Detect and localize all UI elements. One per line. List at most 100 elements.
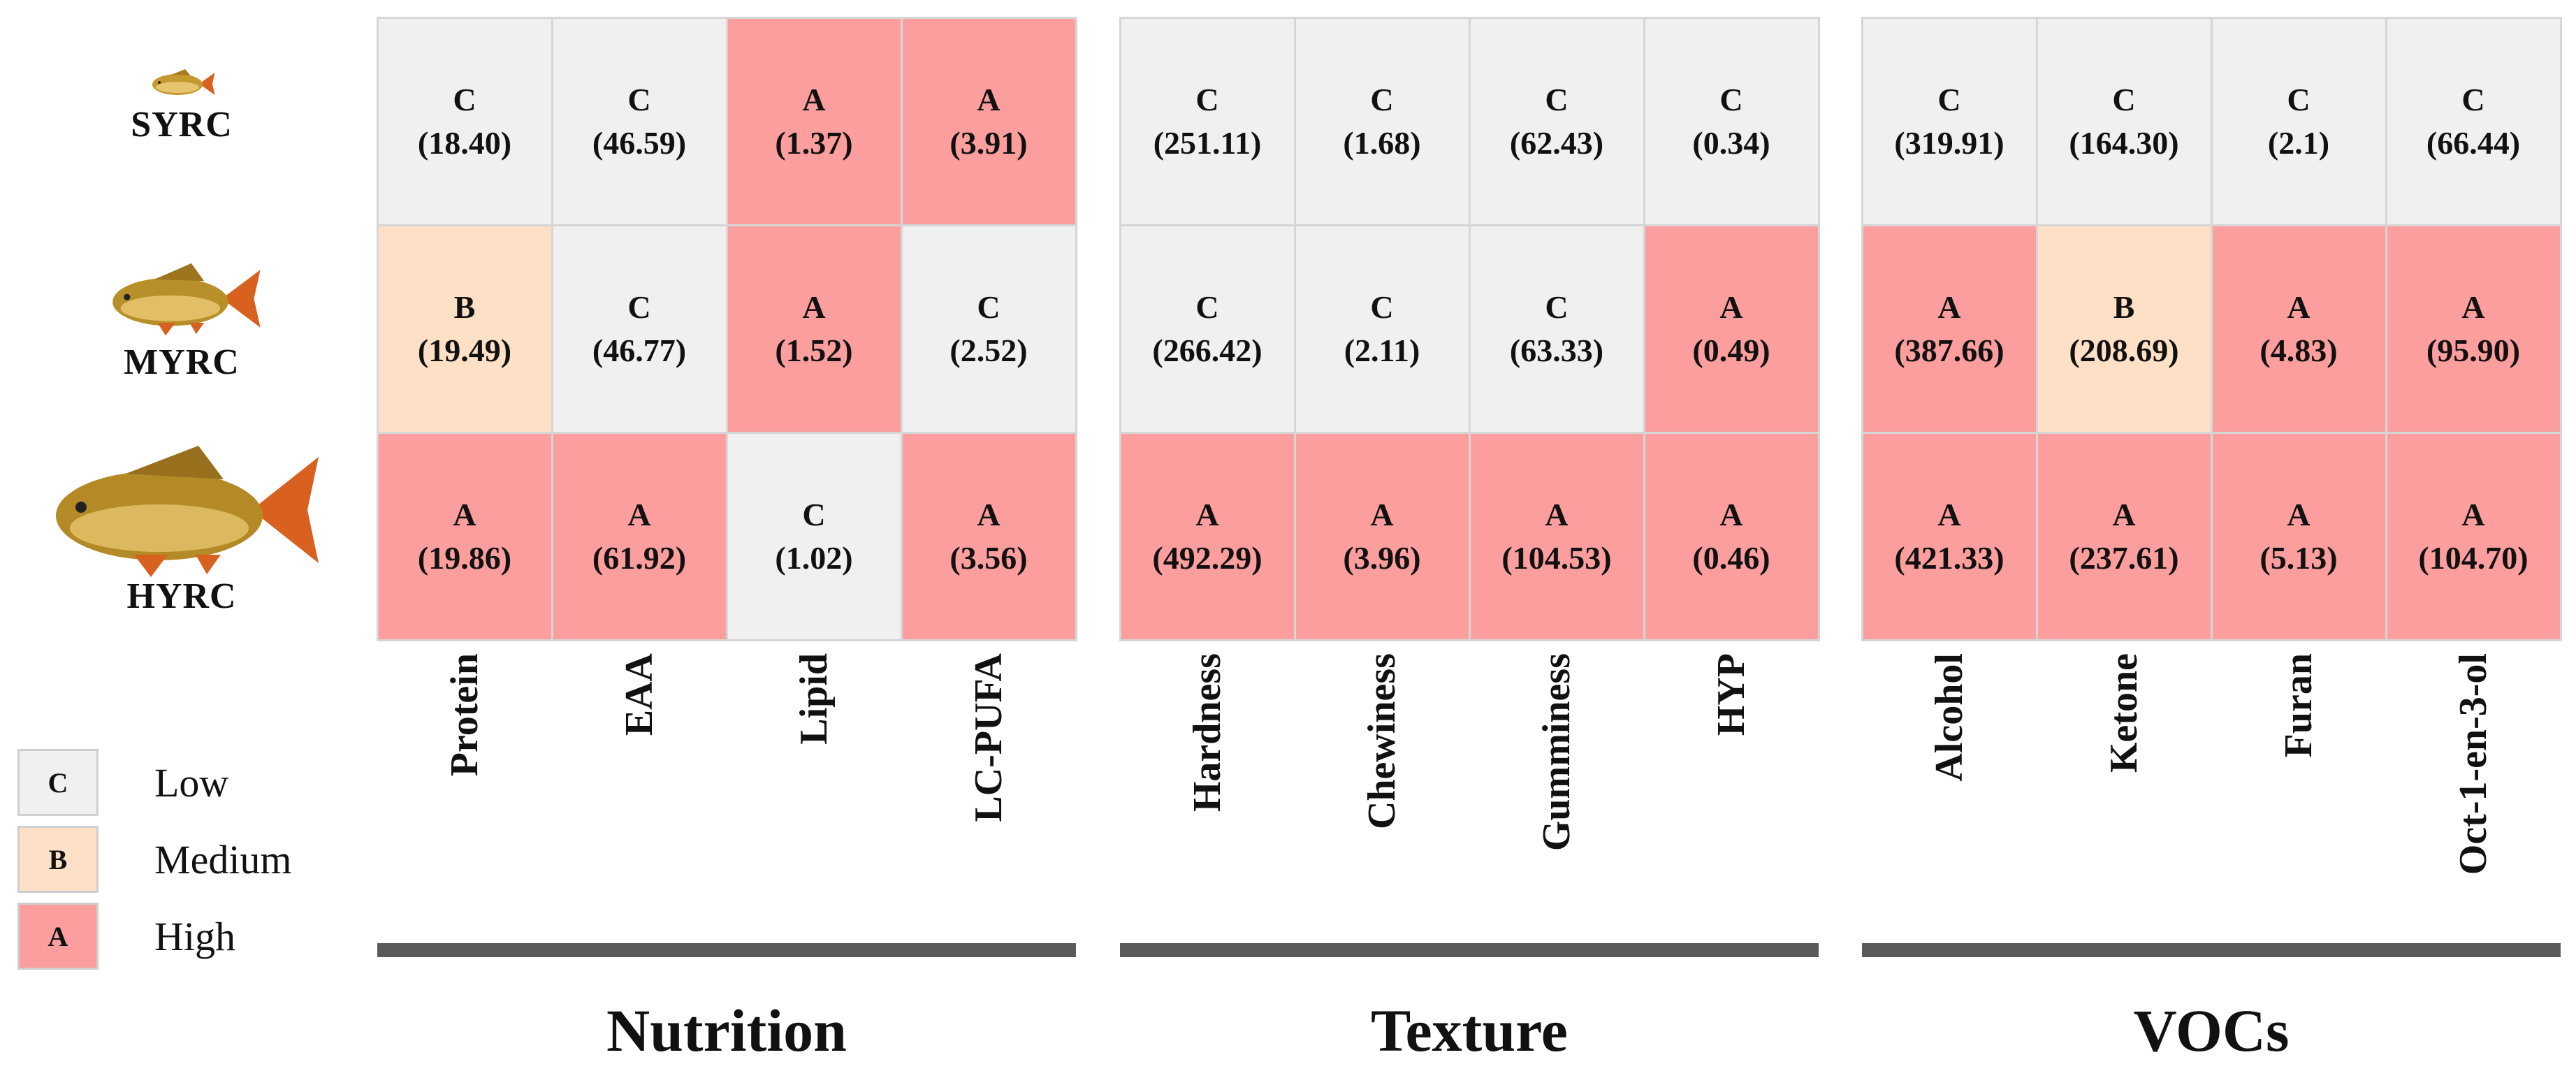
cell-texture-r2-c1: A (3.96): [1293, 431, 1471, 641]
cell-value: (387.66): [1894, 332, 2004, 368]
row-label-myrc: MYRC: [0, 258, 363, 383]
cell-grade: A: [627, 496, 651, 532]
column-label: Chewiness: [1360, 653, 1404, 830]
group-texture: C (251.11) C (1.68) C (62.43) C (0.34) C (266.42)…: [1119, 16, 1820, 641]
cell-nutrition-r1-c0: B (19.49): [376, 224, 553, 434]
group-title-vocs: VOCs: [2133, 997, 2290, 1064]
column-label: LC-PUFA: [967, 653, 1010, 822]
cell-grade: C: [1370, 81, 1394, 117]
column-label-wrap: Chewiness: [1295, 653, 1469, 947]
legend-item-low: C Low: [17, 744, 292, 821]
group-title-texture: Texture: [1371, 997, 1568, 1064]
cell-texture-r1-c3: A (0.49): [1643, 224, 1820, 434]
cell-grade: C: [1195, 81, 1219, 117]
cell-vocs-r2-c3: A (104.70): [2385, 431, 2562, 641]
cell-vocs-r1-c3: A (95.90): [2385, 224, 2562, 434]
col-labels-texture: Hardness Chewiness Gumminess HYP: [1120, 653, 1819, 947]
group-vocs: C (319.91) C (164.30) C (2.1) C (66.44) A (387.66…: [1861, 16, 2562, 641]
cell-value: (104.70): [2418, 539, 2528, 576]
grid-vocs: C (319.91) C (164.30) C (2.1) C (66.44) A (387.66…: [1861, 16, 2562, 641]
cell-value: (251.11): [1153, 124, 1262, 161]
column-label-wrap: HYP: [1644, 653, 1819, 947]
cell-grade: C: [977, 289, 1000, 325]
cell-value: (237.61): [2069, 539, 2179, 576]
grid-texture: C (251.11) C (1.68) C (62.43) C (0.34) C (266.42)…: [1119, 16, 1820, 641]
row-label-syrc: SYRC: [0, 66, 363, 145]
cell-value: (1.52): [775, 332, 853, 368]
cell-texture-r0-c0: C (251.11): [1119, 16, 1296, 226]
cell-grade: A: [802, 289, 826, 325]
row-label-hyrc: HYRC: [0, 440, 363, 617]
cell-value: (164.30): [2069, 124, 2179, 161]
legend-item-medium: B Medium: [17, 821, 292, 898]
legend-item-high: A High: [17, 898, 292, 975]
cell-grade: A: [2461, 496, 2485, 532]
cell-vocs-r2-c1: A (237.61): [2035, 431, 2213, 641]
group-bar-vocs: [1862, 943, 2561, 957]
cell-grade: C: [1195, 289, 1219, 325]
cell-value: (2.11): [1344, 332, 1420, 368]
carp-fish-medium-icon: [112, 263, 261, 336]
cell-value: (3.91): [949, 124, 1028, 161]
cell-nutrition-r2-c2: C (1.02): [725, 431, 903, 641]
cell-grade: C: [2112, 81, 2136, 117]
cell-grade: C: [1545, 81, 1569, 117]
group-title-nutrition: Nutrition: [606, 997, 847, 1064]
cell-nutrition-r0-c1: C (46.59): [551, 16, 728, 226]
column-label-wrap: Oct-1-en-3-ol: [2386, 653, 2561, 947]
col-labels-vocs: Alcohol Ketone Furan Oct-1-en-3-ol: [1862, 653, 2561, 947]
cell-grade: A: [802, 81, 826, 117]
column-label: Furan: [2277, 653, 2320, 758]
cell-vocs-r0-c1: C (164.30): [2035, 16, 2213, 226]
cell-value: (3.96): [1343, 539, 1421, 576]
cell-value: (266.42): [1152, 332, 1262, 368]
cell-texture-r2-c3: A (0.46): [1643, 431, 1820, 641]
cell-value: (1.37): [775, 124, 853, 161]
group-nutrition: C (18.40) C (46.59) A (1.37) A (3.91) B (19.49) C (…: [376, 16, 1077, 641]
cell-grade: A: [977, 496, 1000, 532]
cell-grade: A: [1937, 289, 1961, 325]
cell-value: (5.13): [2260, 539, 2338, 576]
column-label-wrap: LC-PUFA: [901, 653, 1076, 947]
cell-grade: A: [1545, 496, 1569, 532]
column-label-wrap: Gumminess: [1469, 653, 1644, 947]
column-label-wrap: Protein: [377, 653, 552, 947]
cell-value: (492.29): [1152, 539, 1262, 576]
cell-vocs-r1-c1: B (208.69): [2035, 224, 2213, 434]
cell-value: (95.90): [2426, 332, 2521, 368]
cell-texture-r0-c1: C (1.68): [1293, 16, 1471, 226]
group-bar-texture: [1120, 943, 1819, 957]
cell-grade: A: [453, 496, 476, 532]
cell-value: (1.02): [775, 539, 853, 576]
cell-vocs-r2-c0: A (421.33): [1861, 431, 2038, 641]
cell-grade: C: [1719, 81, 1743, 117]
row-name: HYRC: [126, 576, 237, 616]
cell-grade: C: [627, 289, 651, 325]
column-label-wrap: Furan: [2211, 653, 2386, 947]
cell-nutrition-r0-c2: A (1.37): [725, 16, 903, 226]
legend-label-low: Low: [154, 759, 229, 806]
cell-grade: C: [1545, 289, 1569, 325]
cell-value: (63.33): [1509, 332, 1604, 368]
cell-nutrition-r1-c3: C (2.52): [900, 224, 1077, 434]
column-label: EAA: [618, 653, 661, 736]
column-label-wrap: Alcohol: [1862, 653, 2037, 947]
cell-value: (46.59): [592, 124, 687, 161]
column-label: Protein: [443, 653, 486, 777]
cell-grade: A: [1195, 496, 1219, 532]
cell-value: (2.52): [949, 332, 1028, 368]
col-labels-nutrition: Protein EAA Lipid LC-PUFA: [377, 653, 1076, 947]
column-label-wrap: Hardness: [1120, 653, 1295, 947]
column-label: Ketone: [2102, 653, 2146, 773]
cell-grade: A: [1719, 496, 1743, 532]
cell-value: (3.56): [949, 539, 1028, 576]
cell-texture-r2-c0: A (492.29): [1119, 431, 1296, 641]
cell-grade: C: [627, 81, 651, 117]
column-label-wrap: Ketone: [2037, 653, 2211, 947]
cell-nutrition-r1-c1: C (46.77): [551, 224, 728, 434]
cell-nutrition-r0-c0: C (18.40): [376, 16, 553, 226]
column-label: Gumminess: [1535, 653, 1578, 852]
cell-grade: A: [2287, 289, 2311, 325]
legend-label-medium: Medium: [154, 836, 292, 882]
cell-grade: C: [1370, 289, 1394, 325]
